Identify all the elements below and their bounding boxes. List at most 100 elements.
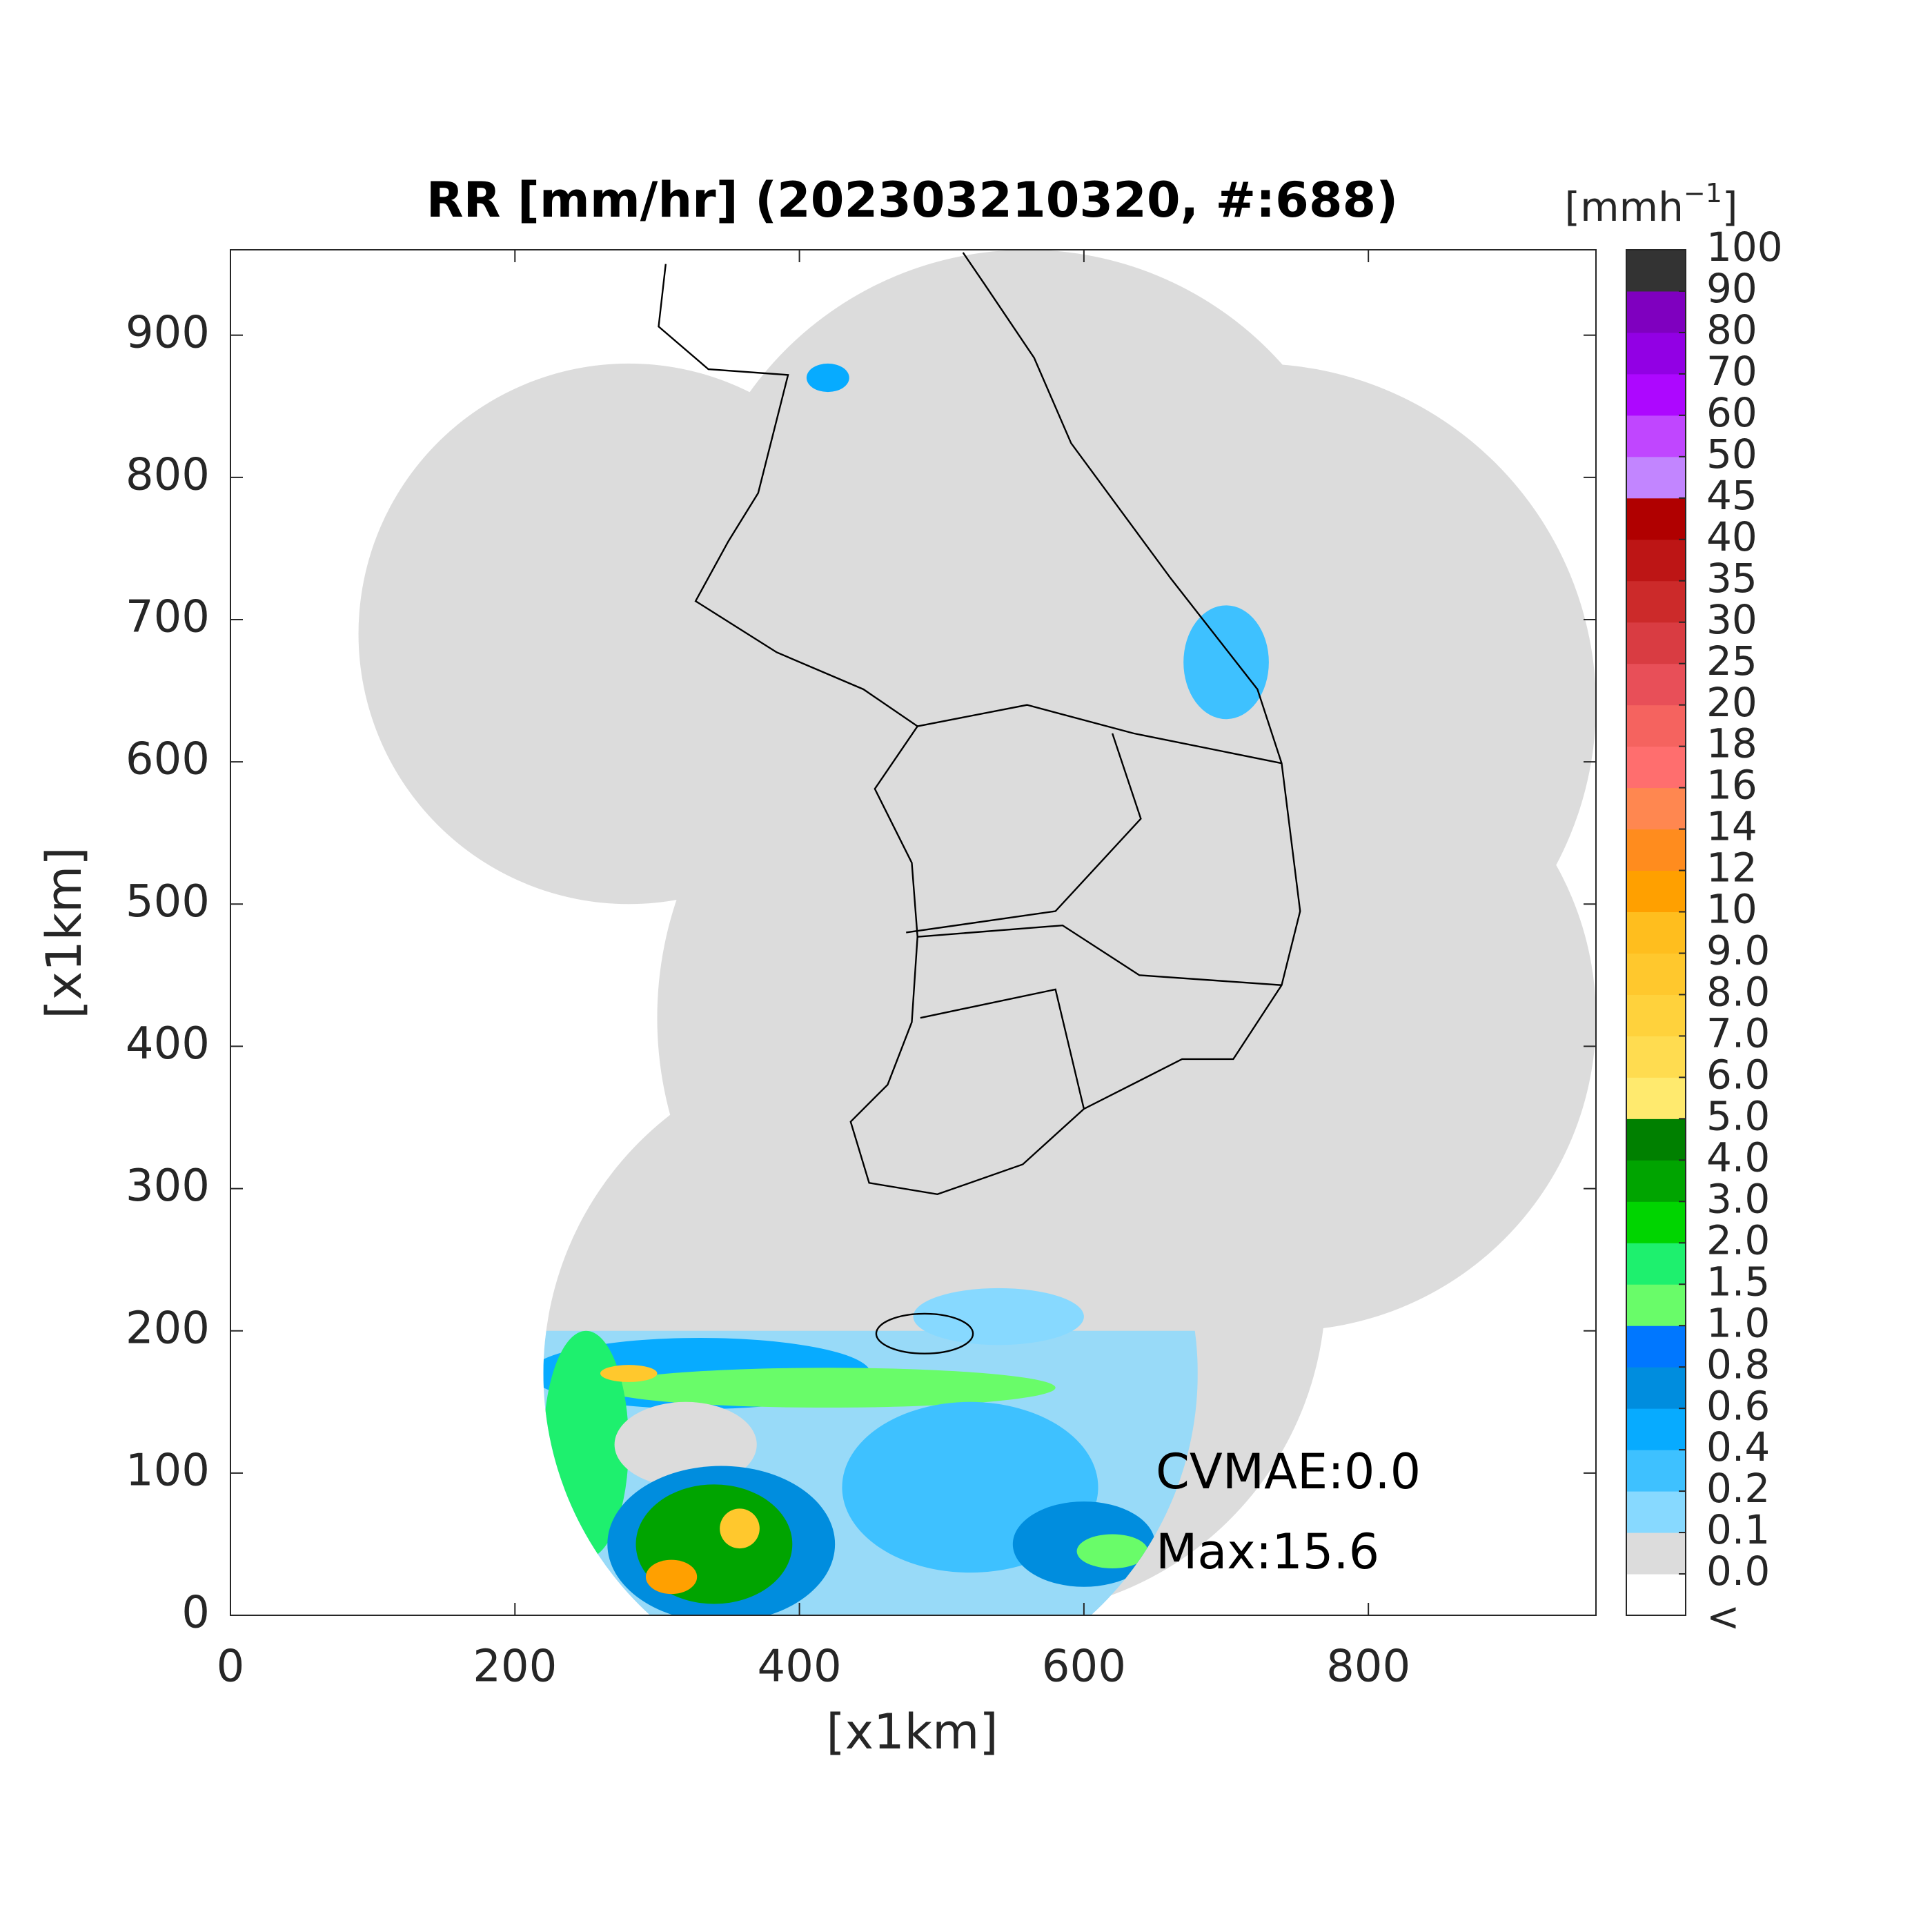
x-tick-label: 0 — [217, 1642, 245, 1693]
map — [358, 250, 1596, 1615]
colorbar-tick-label: 20 — [1706, 679, 1757, 726]
colorbar-tick-label: 8.0 — [1706, 969, 1770, 1016]
rain-area — [913, 1288, 1084, 1346]
colorbar-segment — [1626, 1243, 1686, 1285]
y-tick-label: 700 — [126, 592, 210, 643]
colorbar-tick-label: 45 — [1706, 472, 1757, 519]
colorbar-tick-label: 5.0 — [1706, 1092, 1770, 1139]
colorbar-segment — [1626, 332, 1686, 375]
annotation: CVMAE:0.0 — [1156, 1443, 1421, 1500]
colorbar-label-text: [mmh — [1564, 184, 1683, 230]
colorbar-segment — [1626, 497, 1686, 540]
colorbar-tick-label: 40 — [1706, 513, 1757, 560]
colorbar-tick-label: 30 — [1706, 596, 1757, 643]
colorbar-segment — [1626, 1201, 1686, 1243]
y-tick-label: 100 — [126, 1445, 210, 1496]
colorbar-segment — [1626, 1077, 1686, 1119]
rain-area — [806, 363, 849, 393]
colorbar-segment — [1626, 250, 1686, 292]
colorbar-tick-label: 100 — [1706, 224, 1783, 270]
y-tick-label: 900 — [126, 307, 210, 358]
y-axis-label: [x1km] — [36, 847, 92, 1018]
colorbar-tick-label: 1.0 — [1706, 1299, 1770, 1346]
colorbar-tick-label: 70 — [1706, 348, 1757, 395]
colorbar-label-text: ] — [1722, 184, 1738, 230]
colorbar-segment — [1626, 870, 1686, 913]
plot-frame — [230, 249, 1597, 1616]
colorbar-tick-label: 0.4 — [1706, 1423, 1770, 1470]
colorbar-tick-label: 18 — [1706, 720, 1757, 767]
coastline — [659, 253, 1301, 1194]
colorbar-segment — [1626, 580, 1686, 623]
x-tick-label: 600 — [1042, 1642, 1126, 1693]
colorbar-tick-label: 80 — [1706, 306, 1757, 353]
colorbar-label-exponent: −1 — [1684, 178, 1722, 208]
colorbar-tick-label: 14 — [1706, 803, 1757, 850]
colorbar-segment — [1626, 1450, 1686, 1492]
colorbar-segment — [1626, 622, 1686, 664]
colorbar-label: [mmh−1] — [1564, 178, 1737, 231]
colorbar-tick-label: 10 — [1706, 886, 1757, 933]
colorbar-tick-label: 4.0 — [1706, 1134, 1770, 1181]
colorbar-segment — [1626, 1036, 1686, 1078]
colorbar-tick-label: 35 — [1706, 555, 1757, 602]
y-tick-label: 0 — [181, 1588, 210, 1639]
colorbar-tick-label: 7.0 — [1706, 1010, 1770, 1057]
colorbar-tick-label: 3.0 — [1706, 1175, 1770, 1222]
x-tick-label: 800 — [1326, 1642, 1410, 1693]
colorbar-tick-label: 16 — [1706, 762, 1757, 809]
colorbar-segment — [1626, 746, 1686, 789]
rain-area — [720, 1508, 760, 1549]
colorbar-tick-label: < — [1706, 1593, 1740, 1640]
y-tick-label: 600 — [126, 734, 210, 785]
rain-area — [645, 1559, 698, 1595]
jeju-outline — [876, 1314, 973, 1354]
x-tick-label: 200 — [473, 1642, 557, 1693]
colorbar-frame — [1626, 249, 1686, 1616]
colorbar-tick-label: 90 — [1706, 265, 1757, 312]
colorbar-segment — [1626, 1532, 1686, 1575]
colorbar-segment — [1626, 456, 1686, 499]
rain-area — [600, 1365, 658, 1382]
colorbar-tick-label: 0.6 — [1706, 1382, 1770, 1429]
colorbar-segment — [1626, 1367, 1686, 1409]
map-layer — [358, 250, 1596, 1615]
colorbar-tick-label: 2.0 — [1706, 1216, 1770, 1263]
province-border — [906, 705, 1281, 1109]
y-tick-label: 200 — [126, 1303, 210, 1354]
colorbar-segment — [1626, 829, 1686, 871]
x-tick-label: 400 — [758, 1642, 842, 1693]
rain-area — [1076, 1534, 1148, 1568]
colorbar-tick-label: 25 — [1706, 638, 1757, 684]
colorbar-segment — [1626, 787, 1686, 830]
colorbar-tick-label: 6.0 — [1706, 1052, 1770, 1098]
colorbar-segment — [1626, 373, 1686, 416]
colorbar-segment — [1626, 1408, 1686, 1450]
colorbar-tick-label: 0.2 — [1706, 1465, 1770, 1512]
colorbar-tick-label: 0.8 — [1706, 1341, 1770, 1388]
colorbar-segment — [1626, 663, 1686, 706]
y-tick-label: 500 — [126, 876, 210, 927]
colorbar-segment — [1626, 1491, 1686, 1533]
y-tick-label: 800 — [126, 449, 210, 500]
colorbar-tick-label: 9.0 — [1706, 927, 1770, 974]
colorbar-segment — [1626, 1574, 1686, 1616]
colorbar-tick-label: 1.5 — [1706, 1258, 1770, 1305]
colorbar-segment — [1626, 994, 1686, 1036]
x-axis-label: [x1km] — [826, 1704, 998, 1760]
colorbar-segment — [1626, 1284, 1686, 1326]
colorbar-segment — [1626, 1160, 1686, 1202]
colorbar-segment — [1626, 1325, 1686, 1368]
colorbar-segment — [1626, 911, 1686, 954]
annotation: Max:15.6 — [1156, 1524, 1379, 1580]
colorbar-segment — [1626, 539, 1686, 582]
colorbar-tick-label: 0.1 — [1706, 1506, 1770, 1553]
rain-area — [600, 1368, 1056, 1408]
y-tick-label: 400 — [126, 1018, 210, 1070]
colorbar-segment — [1626, 704, 1686, 747]
colorbar-tick-label: 12 — [1706, 845, 1757, 891]
y-tick-label: 300 — [126, 1161, 210, 1212]
colorbar-tick-label: 0.0 — [1706, 1548, 1770, 1595]
rain-field — [543, 1330, 1198, 1615]
colorbar-tick-label: 50 — [1706, 431, 1757, 477]
